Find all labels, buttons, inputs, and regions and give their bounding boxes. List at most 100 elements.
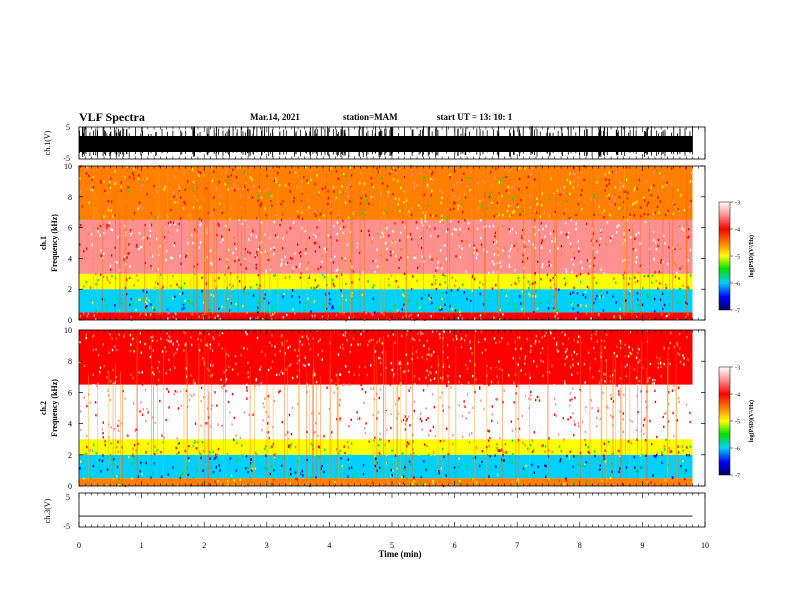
spectrogram-speckle [138, 231, 141, 235]
spectrogram-speckle [533, 220, 535, 223]
spectrogram-speckle [518, 427, 521, 430]
spectrogram-speckle [148, 346, 151, 350]
spectrogram-speckle [629, 290, 631, 293]
spectrogram-speckle [107, 389, 109, 392]
spectrogram-speckle [561, 265, 564, 269]
spectrogram-speckle [163, 390, 165, 393]
spectrogram-speckle [308, 301, 311, 305]
spectrogram-speckle [236, 388, 239, 391]
spectrogram-speckle [169, 223, 171, 226]
spectrogram-speckle [168, 421, 170, 424]
freq-tick-label: 0 [68, 316, 72, 325]
spectrogram-speckle [459, 278, 461, 281]
spectrogram-speckle [130, 311, 133, 315]
spectrogram-speckle [479, 390, 481, 393]
spectrogram-speckle [481, 433, 484, 436]
spectrogram-speckle [362, 468, 364, 471]
spectrogram-speckle [679, 360, 682, 364]
spectrogram-speckle [423, 422, 425, 425]
spectrogram-speckle [581, 208, 583, 211]
spectrogram-speckle [534, 295, 537, 298]
spectrogram-speckle [442, 182, 445, 185]
spectrogram-speckle [439, 306, 441, 309]
spectrogram-speckle [308, 274, 311, 277]
spectrogram-speckle [120, 479, 122, 482]
spectrogram-speckle [228, 365, 230, 369]
spectrogram-speckle [104, 418, 107, 421]
spectrogram-speckle [629, 213, 631, 216]
spectrogram-speckle [345, 440, 347, 443]
spectrogram-speckle [223, 384, 225, 387]
spectrogram-speckle [294, 252, 296, 255]
spectrogram-speckle [595, 380, 597, 384]
spectrogram-speckle [306, 179, 308, 182]
spectrogram-speckle [417, 204, 420, 207]
spectrogram-speckle [513, 210, 515, 213]
spectrogram-speckle [592, 470, 594, 473]
spectrogram-speckle [538, 411, 540, 415]
spectrogram-speckle [128, 332, 130, 335]
spectrogram-speckle [370, 231, 372, 234]
spectrogram-speckle [241, 444, 243, 447]
spectrogram-speckle [502, 249, 504, 252]
spectrogram-speckle [480, 391, 483, 394]
spectrogram-speckle [398, 167, 401, 171]
spectrogram-speckle [451, 307, 454, 311]
spectrogram-speckle [535, 334, 538, 338]
spectrogram-speckle [158, 360, 160, 364]
spectrogram-speckle [455, 335, 457, 338]
spectrogram-speckle [190, 343, 193, 347]
spectrogram-speckle [540, 302, 542, 305]
spectrogram-speckle [427, 416, 429, 420]
spectrogram-speckle [608, 414, 610, 418]
spectrogram-speckle [432, 451, 435, 454]
spectrogram-speckle [535, 289, 537, 292]
spectrogram-speckle [495, 465, 497, 468]
spectrogram-speckle [200, 399, 202, 403]
spectrogram-speckle [273, 399, 276, 403]
spectrogram-speckle [249, 286, 252, 289]
spectrogram-speckle [385, 334, 388, 338]
spectrogram-speckle [476, 224, 479, 228]
spectrogram-speckle [99, 452, 102, 455]
spectrogram-speckle [690, 387, 692, 391]
spectrogram-speckle [420, 332, 422, 336]
spectrogram-speckle [587, 419, 589, 422]
spectrogram-speckle [104, 189, 106, 193]
spectrogram-speckle [343, 383, 345, 387]
spectrogram-speckle [315, 476, 317, 479]
spectrogram-speckle [488, 271, 490, 275]
spectrogram-speckle [330, 388, 333, 392]
spectrogram-speckle [508, 170, 510, 173]
spectrogram-speckle [318, 433, 321, 437]
spectrogram-speckle [682, 388, 685, 391]
spectrogram-speckle [155, 257, 157, 260]
spectrogram-speckle [335, 405, 337, 408]
spectrogram-speckle [214, 369, 216, 372]
spectrogram-speckle [197, 170, 200, 173]
spectrogram-speckle [401, 248, 403, 251]
spectrogram-speckle [378, 441, 380, 445]
spectrogram-speckle [527, 447, 529, 450]
spectrogram-speckle [500, 265, 502, 268]
spectrogram-speckle [464, 196, 467, 199]
spectrogram-speckle [274, 453, 276, 456]
spectrogram-speckle [589, 259, 591, 262]
spectrogram-speckle [494, 235, 496, 238]
spectrogram-speckle [669, 251, 671, 254]
spectrogram-speckle [263, 405, 265, 409]
spectrogram-speckle [250, 233, 252, 236]
spectrogram-speckle [307, 199, 309, 202]
spectrogram-speckle [189, 175, 192, 179]
spectrogram-speckle [536, 307, 539, 310]
spectrogram-speckle [608, 178, 610, 182]
spectrogram-speckle [298, 349, 300, 352]
spectrogram-speckle [465, 184, 468, 188]
spectrogram-speckle [647, 274, 649, 278]
spectrogram-speckle [585, 312, 588, 315]
spectrogram-speckle [293, 420, 296, 424]
spectrogram-speckle [666, 212, 669, 215]
spectrogram-speckle [137, 359, 139, 363]
spectrogram-speckle [594, 454, 596, 458]
spectrogram-speckle [426, 357, 428, 361]
